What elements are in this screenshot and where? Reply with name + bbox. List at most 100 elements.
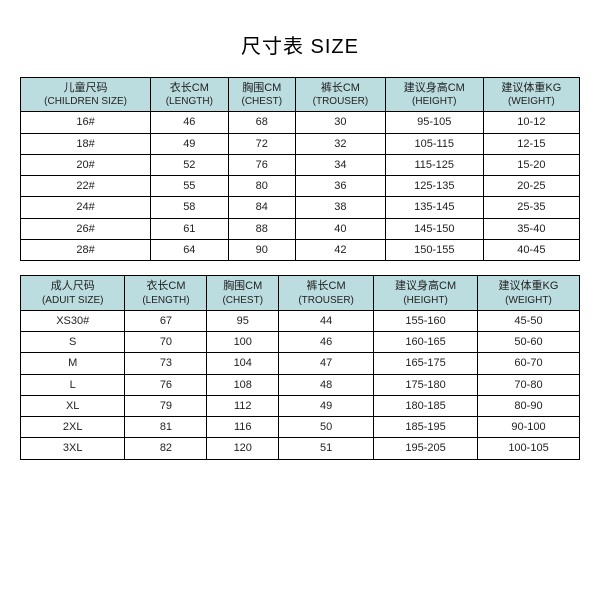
col-trouser: 裤长CM(TROUSER) — [279, 276, 374, 310]
table-cell: 105-115 — [385, 133, 483, 154]
table-cell: 3XL — [21, 438, 125, 459]
table-cell: 81 — [125, 417, 207, 438]
table-cell: S — [21, 331, 125, 352]
table-cell: 16# — [21, 112, 151, 133]
table-row: M7310447165-17560-70 — [21, 353, 580, 374]
table-row: L7610848175-18070-80 — [21, 374, 580, 395]
table-cell: 38 — [296, 197, 386, 218]
table-cell: 49 — [151, 133, 228, 154]
table-cell: 34 — [296, 154, 386, 175]
adult-tbody: XS30#679544155-16045-50S7010046160-16550… — [21, 310, 580, 459]
table-cell: 52 — [151, 154, 228, 175]
table-cell: 58 — [151, 197, 228, 218]
table-cell: 72 — [228, 133, 296, 154]
table-cell: 47 — [279, 353, 374, 374]
table-cell: 125-135 — [385, 176, 483, 197]
table-cell: 82 — [125, 438, 207, 459]
table-cell: 22# — [21, 176, 151, 197]
table-cell: 32 — [296, 133, 386, 154]
table-cell: 55 — [151, 176, 228, 197]
table-cell: 88 — [228, 218, 296, 239]
table-cell: 24# — [21, 197, 151, 218]
table-row: XS30#679544155-16045-50 — [21, 310, 580, 331]
table-cell: 61 — [151, 218, 228, 239]
col-weight: 建议体重KG(WEIGHT) — [478, 276, 580, 310]
table-cell: 20# — [21, 154, 151, 175]
table-cell: 116 — [207, 417, 279, 438]
table-cell: 25-35 — [483, 197, 579, 218]
table-header-row: 儿童尺码(CHILDREN SIZE) 衣长CM(LENGTH) 胸围CM(CH… — [21, 78, 580, 112]
col-chest: 胸围CM(CHEST) — [228, 78, 296, 112]
table-cell: 160-165 — [374, 331, 478, 352]
table-cell: 90-100 — [478, 417, 580, 438]
table-cell: 76 — [125, 374, 207, 395]
table-cell: 20-25 — [483, 176, 579, 197]
table-cell: 100 — [207, 331, 279, 352]
table-cell: 40-45 — [483, 240, 579, 261]
table-cell: 70-80 — [478, 374, 580, 395]
table-cell: 95 — [207, 310, 279, 331]
table-cell: 50 — [279, 417, 374, 438]
table-cell: 42 — [296, 240, 386, 261]
table-cell: 44 — [279, 310, 374, 331]
table-cell: 84 — [228, 197, 296, 218]
table-cell: 80 — [228, 176, 296, 197]
table-cell: 36 — [296, 176, 386, 197]
col-size: 成人尺码(ADUIT SIZE) — [21, 276, 125, 310]
col-height: 建议身高CM(HEIGHT) — [385, 78, 483, 112]
table-cell: 40 — [296, 218, 386, 239]
table-cell: 48 — [279, 374, 374, 395]
table-cell: 35-40 — [483, 218, 579, 239]
table-cell: 135-145 — [385, 197, 483, 218]
table-cell: 195-205 — [374, 438, 478, 459]
children-tbody: 16#46683095-10510-1218#497232105-11512-1… — [21, 112, 580, 261]
table-cell: L — [21, 374, 125, 395]
table-row: 2XL8111650185-19590-100 — [21, 417, 580, 438]
table-cell: 18# — [21, 133, 151, 154]
table-cell: 26# — [21, 218, 151, 239]
table-cell: 108 — [207, 374, 279, 395]
table-cell: 10-12 — [483, 112, 579, 133]
table-cell: 95-105 — [385, 112, 483, 133]
table-row: 20#527634115-12515-20 — [21, 154, 580, 175]
table-cell: 2XL — [21, 417, 125, 438]
table-cell: 120 — [207, 438, 279, 459]
page-title: 尺寸表 SIZE — [241, 30, 359, 59]
table-cell: 28# — [21, 240, 151, 261]
table-cell: XL — [21, 395, 125, 416]
table-cell: M — [21, 353, 125, 374]
table-cell: 155-160 — [374, 310, 478, 331]
table-row: 24#588438135-14525-35 — [21, 197, 580, 218]
table-cell: 165-175 — [374, 353, 478, 374]
table-cell: 115-125 — [385, 154, 483, 175]
adult-size-table: 成人尺码(ADUIT SIZE) 衣长CM(LENGTH) 胸围CM(CHEST… — [20, 275, 580, 459]
col-length: 衣长CM(LENGTH) — [151, 78, 228, 112]
table-row: 28#649042150-15540-45 — [21, 240, 580, 261]
table-cell: 100-105 — [478, 438, 580, 459]
table-cell: 30 — [296, 112, 386, 133]
table-row: 22#558036125-13520-25 — [21, 176, 580, 197]
col-height: 建议身高CM(HEIGHT) — [374, 276, 478, 310]
table-cell: 67 — [125, 310, 207, 331]
table-cell: 51 — [279, 438, 374, 459]
table-cell: 15-20 — [483, 154, 579, 175]
table-cell: 45-50 — [478, 310, 580, 331]
table-header-row: 成人尺码(ADUIT SIZE) 衣长CM(LENGTH) 胸围CM(CHEST… — [21, 276, 580, 310]
table-cell: 90 — [228, 240, 296, 261]
table-cell: 76 — [228, 154, 296, 175]
col-length: 衣长CM(LENGTH) — [125, 276, 207, 310]
table-cell: 185-195 — [374, 417, 478, 438]
table-cell: 49 — [279, 395, 374, 416]
table-row: 26#618840145-15035-40 — [21, 218, 580, 239]
table-cell: 104 — [207, 353, 279, 374]
col-chest: 胸围CM(CHEST) — [207, 276, 279, 310]
table-row: 3XL8212051195-205100-105 — [21, 438, 580, 459]
table-row: 18#497232105-11512-15 — [21, 133, 580, 154]
table-cell: 64 — [151, 240, 228, 261]
table-cell: 180-185 — [374, 395, 478, 416]
table-cell: 80-90 — [478, 395, 580, 416]
table-cell: 70 — [125, 331, 207, 352]
table-cell: 12-15 — [483, 133, 579, 154]
col-size: 儿童尺码(CHILDREN SIZE) — [21, 78, 151, 112]
table-cell: XS30# — [21, 310, 125, 331]
